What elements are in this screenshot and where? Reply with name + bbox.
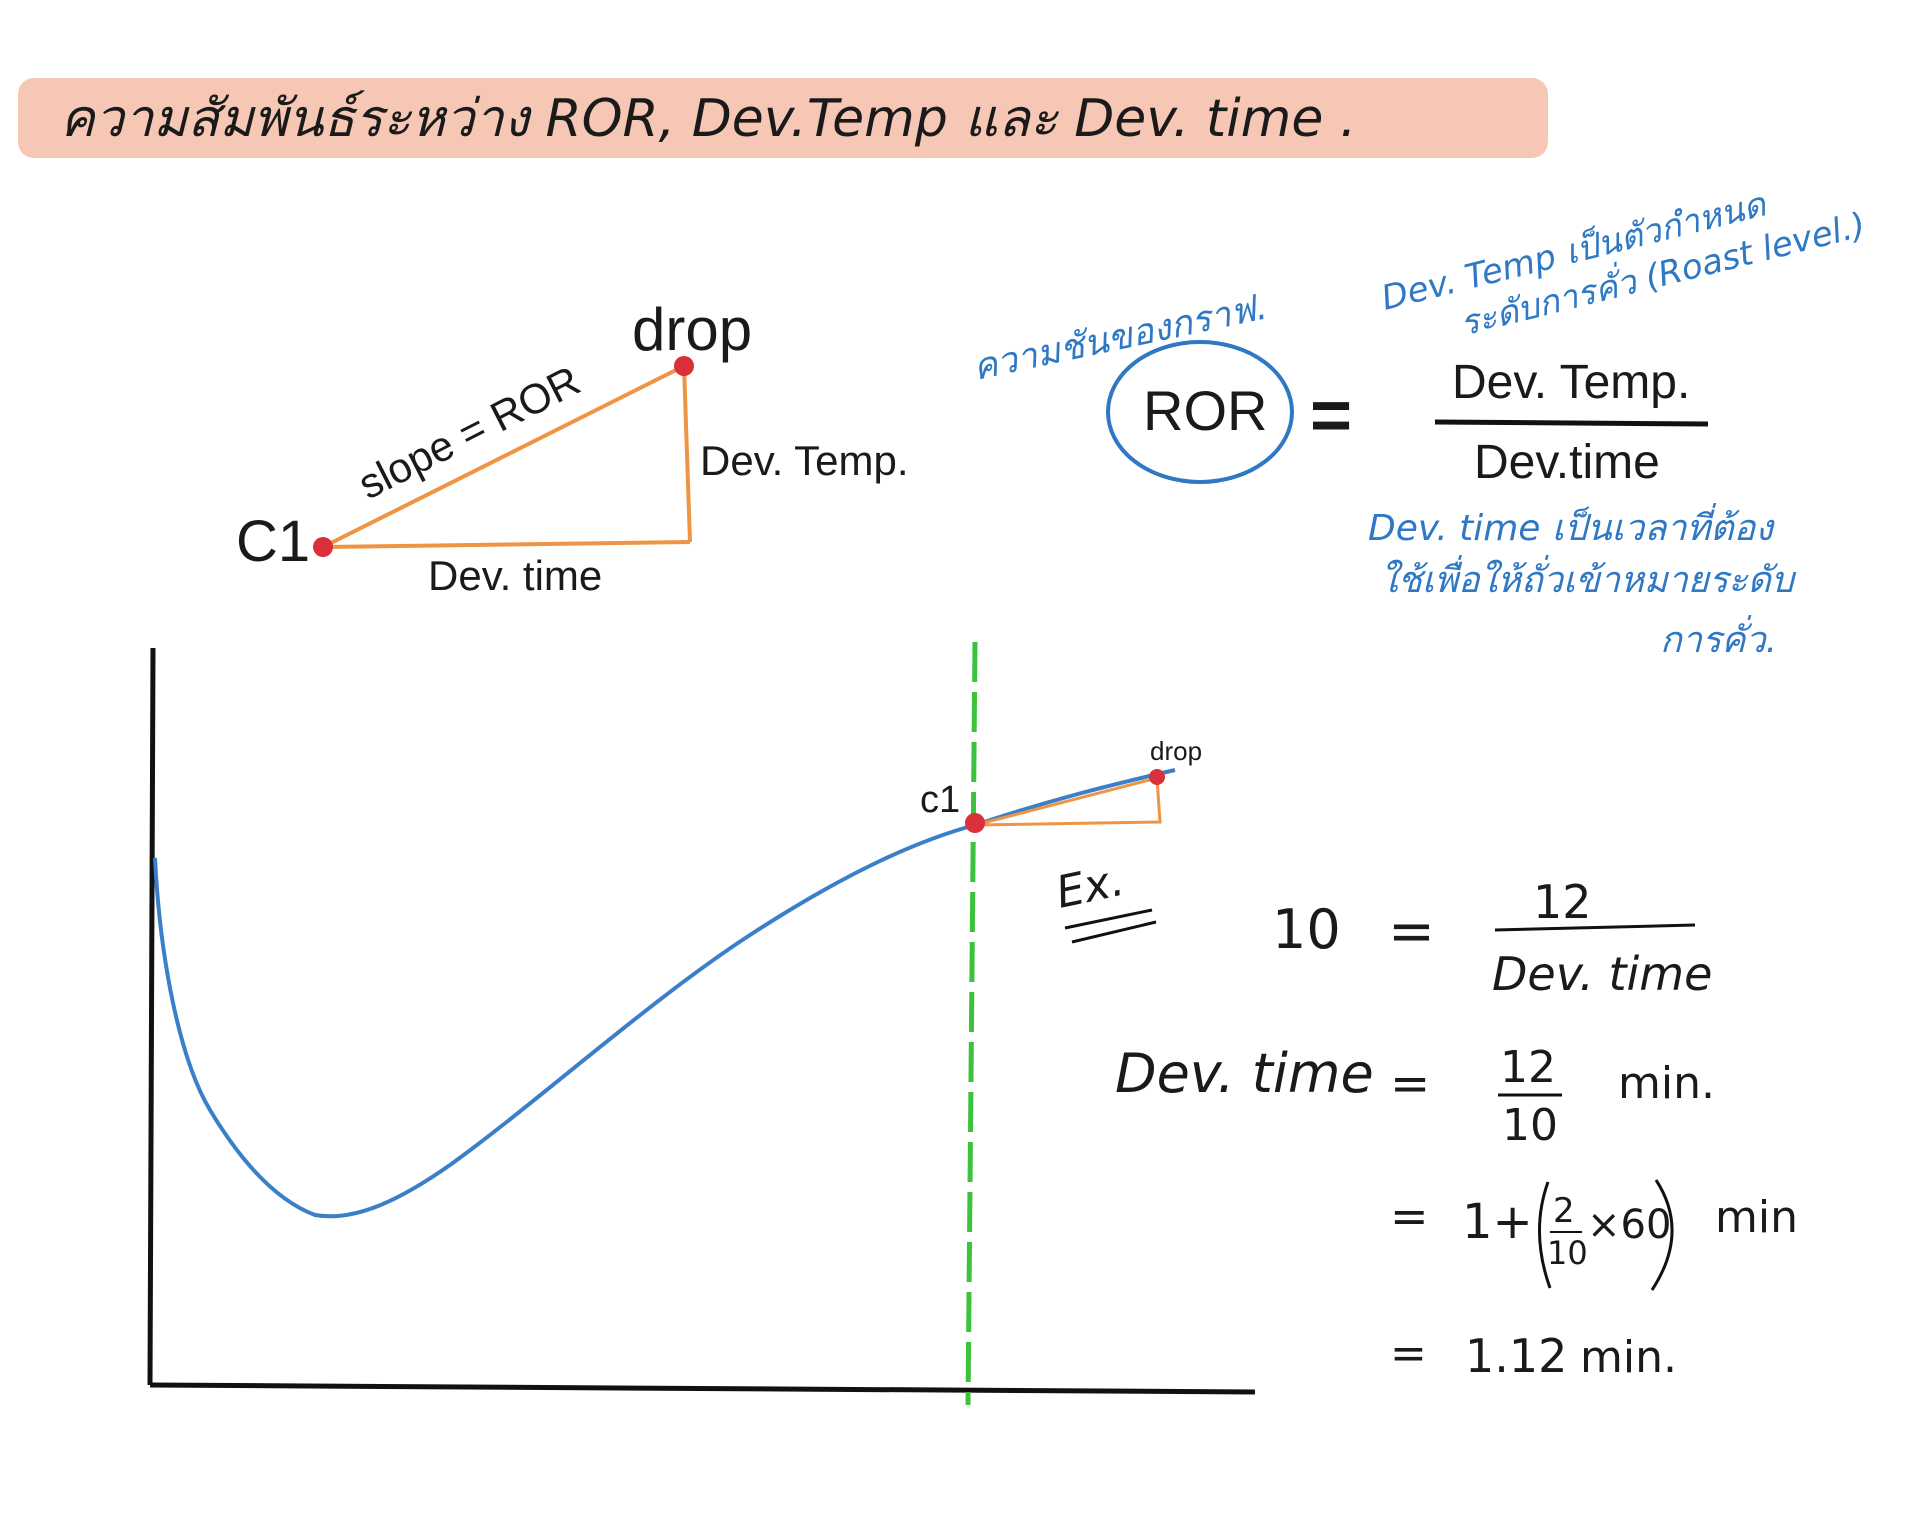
example-label: Ex. bbox=[1052, 855, 1129, 919]
row3-frac-num: 2 bbox=[1553, 1191, 1575, 1231]
roast-curve-graph: c1 drop bbox=[147, 641, 1256, 1406]
row1-eq: = bbox=[1388, 899, 1435, 964]
triangle-vertical-line bbox=[682, 365, 692, 543]
ror-label: ROR bbox=[1143, 379, 1267, 442]
y-axis bbox=[147, 647, 156, 1386]
time-note-line2: ใช้เพื่อให้ถั่วเข้าหมายระดับ bbox=[1380, 554, 1797, 601]
row1-bar bbox=[1494, 923, 1696, 932]
fraction-bar bbox=[1434, 419, 1709, 427]
equals-sign: = bbox=[1310, 376, 1352, 456]
row2-eq: = bbox=[1390, 1056, 1430, 1112]
curve-c1-point bbox=[965, 813, 985, 833]
ror-circle bbox=[1106, 340, 1294, 484]
numerator: Dev. Temp. bbox=[1452, 356, 1690, 409]
row2-den: 10 bbox=[1502, 1100, 1558, 1151]
row3-mult: ×60 bbox=[1587, 1202, 1671, 1248]
time-note-line3: การคั่ว. bbox=[1660, 614, 1777, 661]
row1-den: Dev. time bbox=[1492, 947, 1712, 1001]
curve-c1-label: c1 bbox=[920, 779, 960, 821]
horizontal-side-label: Dev. time bbox=[428, 552, 602, 599]
row2-lhs: Dev. time bbox=[1115, 1042, 1374, 1105]
example-underline bbox=[1064, 908, 1157, 944]
title-banner: ความสัมพันธ์ระหว่าง ROR, Dev.Temp และ De… bbox=[18, 78, 1548, 158]
slope-note: ความชันของกราฟ. bbox=[969, 286, 1270, 388]
row1-num: 12 bbox=[1533, 875, 1592, 929]
small-triangle bbox=[974, 776, 1162, 827]
row3-expr-left: 1+ bbox=[1462, 1194, 1533, 1250]
x-axis bbox=[149, 1382, 1256, 1395]
denominator: Dev.time bbox=[1474, 436, 1660, 489]
row2-unit: min. bbox=[1618, 1058, 1715, 1109]
triangle-slope-line bbox=[322, 364, 685, 549]
c1-label: C1 bbox=[236, 509, 310, 574]
row3-eq: = bbox=[1390, 1189, 1429, 1243]
row3-unit: min bbox=[1715, 1192, 1798, 1243]
row3-close-paren bbox=[1650, 1179, 1674, 1291]
drop-label: drop bbox=[632, 296, 752, 363]
row4-unit: min. bbox=[1580, 1332, 1677, 1383]
row4-value: 1.12 bbox=[1465, 1329, 1567, 1383]
formula: ความชันของกราฟ. ROR = Dev. Temp. Dev.tim… bbox=[969, 183, 1869, 661]
page-title: ความสัมพันธ์ระหว่าง ROR, Dev.Temp และ De… bbox=[60, 89, 1356, 149]
triangle-horizontal-line bbox=[322, 540, 691, 549]
title-highlight bbox=[18, 78, 1548, 158]
drop-point bbox=[674, 356, 694, 376]
row2-num: 12 bbox=[1500, 1042, 1556, 1093]
curve-drop-point bbox=[1149, 769, 1165, 785]
worked-example: Ex. 10 = 12 Dev. time Dev. time = 12 10 … bbox=[1052, 855, 1798, 1383]
triangle-diagram: drop C1 slope = ROR Dev. Temp. Dev. time bbox=[236, 296, 909, 599]
c1-vertical-line bbox=[965, 641, 978, 1406]
row3-frac-den: 10 bbox=[1547, 1234, 1588, 1272]
row3-open-paren bbox=[1537, 1181, 1552, 1289]
temp-note: Dev. Temp เป็นตัวกำหนด ระดับการคั่ว (Roa… bbox=[1377, 183, 1869, 344]
curve-drop-label: drop bbox=[1150, 736, 1202, 766]
time-note-line1: Dev. time เป็นเวลาที่ต้อง bbox=[1368, 502, 1775, 549]
row1-lhs: 10 bbox=[1272, 898, 1341, 961]
vertical-side-label: Dev. Temp. bbox=[700, 437, 909, 484]
time-note: Dev. time เป็นเวลาที่ต้อง ใช้เพื่อให้ถั่… bbox=[1368, 502, 1797, 661]
row4-eq: = bbox=[1390, 1328, 1427, 1379]
c1-point bbox=[313, 537, 333, 557]
roast-curve bbox=[153, 768, 1176, 1219]
